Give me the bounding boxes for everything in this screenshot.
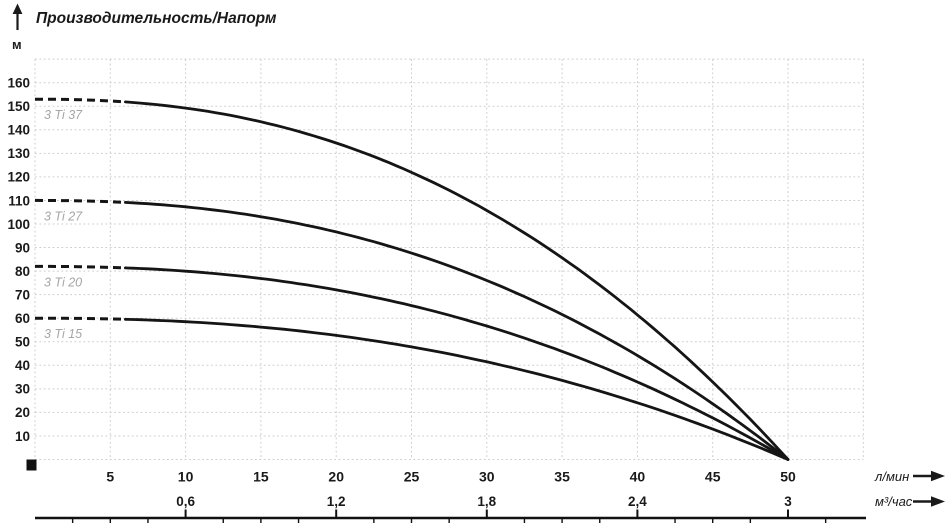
x-tick-label-m3h: 1,8 xyxy=(477,494,496,509)
y-axis-unit-label: м xyxy=(12,37,22,52)
x-axis-ticks-lpm: 5 10 15 20 25 30 35 40 45 50 xyxy=(106,469,796,485)
x-tick-label-lpm: 10 xyxy=(178,469,194,485)
curve-label: 3 Ti 15 xyxy=(44,327,82,341)
y-tick-label: 100 xyxy=(7,217,30,232)
curve-label: 3 Ti 37 xyxy=(44,108,83,122)
y-tick-label: 60 xyxy=(15,311,30,326)
pump-curve xyxy=(124,266,790,461)
x-tick-label-lpm: 15 xyxy=(253,469,269,485)
x-tick-label-m3h: 2,4 xyxy=(628,494,647,509)
y-tick-label: 90 xyxy=(15,240,30,255)
y-tick-label: 130 xyxy=(7,146,30,161)
pump-curve xyxy=(124,100,790,461)
bottom-scale-ruler xyxy=(35,509,866,523)
x-axis-unit-m3h: м³/час xyxy=(875,494,913,509)
grid xyxy=(34,58,864,460)
x-tick-label-lpm: 35 xyxy=(554,469,570,485)
x-tick-label-lpm: 5 xyxy=(106,469,114,485)
y-tick-label: 20 xyxy=(15,405,30,420)
y-tick-label: 80 xyxy=(15,264,30,279)
y-tick-label: 160 xyxy=(7,76,30,91)
x-axis-ticks-m3h: 0,6 1,2 1,8 2,4 3 xyxy=(176,494,792,509)
y-tick-label: 10 xyxy=(15,429,30,444)
x-tick-label-lpm: 50 xyxy=(780,469,796,485)
pump-curve xyxy=(124,201,790,461)
curve-labels: 3 Ti 37 3 Ti 27 3 Ti 20 3 Ti 15 xyxy=(44,108,83,341)
y-tick-label: 150 xyxy=(7,99,30,114)
pump-curves xyxy=(34,97,790,461)
arrow-right-icon xyxy=(913,470,945,482)
x-tick-label-lpm: 40 xyxy=(630,469,646,485)
origin-marker-square xyxy=(26,459,37,471)
y-tick-label: 50 xyxy=(15,335,30,350)
y-tick-label: 120 xyxy=(7,170,30,185)
y-axis-arrow-up-icon xyxy=(12,3,23,30)
curve-label: 3 Ti 27 xyxy=(44,209,83,223)
pump-curve-dashed-segment xyxy=(35,316,126,321)
pump-curve-dashed-segment xyxy=(35,97,126,104)
y-tick-label: 70 xyxy=(15,287,30,302)
x-tick-label-lpm: 25 xyxy=(404,469,420,485)
y-tick-label: 110 xyxy=(8,193,30,208)
x-axis-unit-lpm: л/мин xyxy=(874,469,909,484)
y-tick-label: 40 xyxy=(15,358,30,373)
chart-title: Производительность/Напорм xyxy=(36,10,277,27)
x-tick-label-m3h: 3 xyxy=(784,494,792,509)
y-tick-label: 140 xyxy=(7,123,30,138)
x-tick-label-m3h: 0,6 xyxy=(176,494,195,509)
curve-label: 3 Ti 20 xyxy=(44,275,82,289)
pump-curve-dashed-segment xyxy=(35,264,126,270)
arrow-right-icon xyxy=(913,496,945,507)
x-tick-label-lpm: 45 xyxy=(705,469,721,485)
y-tick-label: 30 xyxy=(15,382,30,397)
pump-curve xyxy=(124,317,790,461)
y-axis-ticks: 160 150 140 130 120 110 100 90 80 70 60 50 40 30 20 10 xyxy=(7,76,30,444)
x-tick-label-lpm: 30 xyxy=(479,469,495,485)
x-tick-label-m3h: 1,2 xyxy=(327,494,346,509)
pump-curve-dashed-segment xyxy=(34,198,126,204)
x-tick-label-lpm: 20 xyxy=(328,469,344,485)
